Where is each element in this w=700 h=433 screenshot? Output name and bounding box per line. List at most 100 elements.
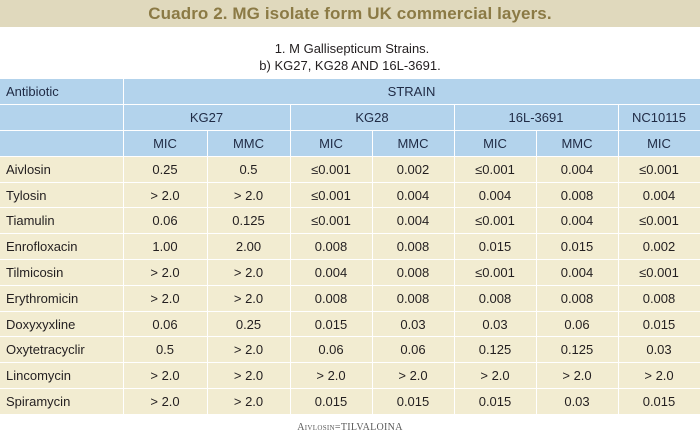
value-cell: 0.015 <box>618 311 700 338</box>
value-cell: 0.008 <box>372 233 455 261</box>
measure-header: MIC <box>618 130 700 157</box>
value-cell: 0.015 <box>454 233 537 261</box>
antibiotic-name: Erythromicin <box>0 285 124 312</box>
value-cell: 0.03 <box>536 388 619 415</box>
measure-header: MIC <box>454 130 537 157</box>
value-cell: 0.015 <box>290 311 373 338</box>
table-subtitle: 1. M Gallisepticum Strains. b) KG27, KG2… <box>0 40 700 74</box>
antibiotic-header: Antibiotic <box>0 79 124 106</box>
value-cell: 0.004 <box>618 182 700 209</box>
antibiotic-name: Spiramycin <box>0 388 124 415</box>
table-row: Tylosin > 2.0 > 2.0 ≤0.001 0.004 0.004 0.008 0.… <box>0 182 700 209</box>
value-cell: 0.004 <box>372 207 455 235</box>
value-cell: 0.008 <box>372 285 455 312</box>
value-cell: 0.015 <box>536 233 619 261</box>
table-row: Spiramycin > 2.0 > 2.0 0.015 0.015 0.015 0.03 0… <box>0 388 700 415</box>
value-cell: 0.125 <box>207 207 291 235</box>
value-cell: 0.008 <box>372 259 455 286</box>
value-cell: 0.06 <box>536 311 619 338</box>
value-cell: > 2.0 <box>123 285 208 312</box>
value-cell: > 2.0 <box>618 362 700 390</box>
header-row-strains: KG27 KG28 16L-3691 NC10115 <box>0 104 700 132</box>
value-cell: > 2.0 <box>123 259 208 286</box>
value-cell: 0.125 <box>536 336 619 364</box>
value-cell: ≤0.001 <box>618 259 700 286</box>
value-cell: ≤0.001 <box>290 156 373 183</box>
antibiotic-name: Doxyxyxline <box>0 311 124 338</box>
antibiotic-name: Tiamulin <box>0 207 124 235</box>
value-cell: > 2.0 <box>207 182 291 209</box>
value-cell: 0.5 <box>123 336 208 364</box>
antibiotic-name: Tylosin <box>0 182 124 209</box>
value-cell: 0.125 <box>454 336 537 364</box>
table-row: Lincomycin > 2.0 > 2.0 > 2.0 > 2.0 > 2.0 > 2.0… <box>0 362 700 390</box>
value-cell: > 2.0 <box>123 362 208 390</box>
value-cell: > 2.0 <box>454 362 537 390</box>
value-cell: ≤0.001 <box>618 207 700 235</box>
antibiotic-name: Enrofloxacin <box>0 233 124 261</box>
value-cell: 0.004 <box>536 156 619 183</box>
value-cell: > 2.0 <box>123 182 208 209</box>
value-cell: ≤0.001 <box>454 156 537 183</box>
table-row: Tilmicosin > 2.0 > 2.0 0.004 0.008 ≤0.001 0.00… <box>0 259 700 286</box>
subtitle-line-2: b) KG27, KG28 AND 16L-3691. <box>259 58 441 73</box>
measure-header: MIC <box>123 130 208 157</box>
header-row-strain: Antibiotic STRAIN <box>0 79 700 106</box>
value-cell: 0.03 <box>618 336 700 364</box>
strain-name-header: KG28 <box>290 104 455 132</box>
measure-header: MMC <box>372 130 455 157</box>
value-cell: 0.002 <box>618 233 700 261</box>
value-cell: ≤0.001 <box>290 182 373 209</box>
value-cell: 0.008 <box>618 285 700 312</box>
value-cell: 0.015 <box>454 388 537 415</box>
value-cell: > 2.0 <box>536 362 619 390</box>
value-cell: 0.06 <box>123 207 208 235</box>
value-cell: 0.002 <box>372 156 455 183</box>
strain-header: STRAIN <box>123 79 700 106</box>
footer-note: Aivlosin=TILVALOINA <box>0 422 700 433</box>
value-cell: 0.004 <box>454 182 537 209</box>
results-table: Antibiotic STRAIN KG27 KG28 16L-3691 NC1… <box>0 79 700 415</box>
strain-name-header: 16L-3691 <box>454 104 619 132</box>
value-cell: 0.25 <box>207 311 291 338</box>
value-cell: 0.06 <box>123 311 208 338</box>
antibiotic-name: Aivlosin <box>0 156 124 183</box>
footer-product: TILVALOINA <box>340 422 403 433</box>
value-cell: 0.5 <box>207 156 291 183</box>
table-row: Erythromicin > 2.0 > 2.0 0.008 0.008 0.008 0.0… <box>0 285 700 312</box>
footer-brand: Aivlosin <box>297 422 335 433</box>
value-cell: > 2.0 <box>207 285 291 312</box>
value-cell: ≤0.001 <box>454 207 537 235</box>
blank-header-cell <box>0 104 124 132</box>
value-cell: 0.004 <box>536 259 619 286</box>
value-cell: 0.008 <box>536 285 619 312</box>
strain-name-header: KG27 <box>123 104 291 132</box>
blank-header-cell <box>0 130 124 157</box>
value-cell: 0.06 <box>372 336 455 364</box>
header-row-measures: MIC MMC MIC MMC MIC MMC MIC <box>0 130 700 157</box>
value-cell: > 2.0 <box>290 362 373 390</box>
measure-header: MMC <box>536 130 619 157</box>
table-row: Doxyxyxline 0.06 0.25 0.015 0.03 0.03 0.06 0.01… <box>0 311 700 338</box>
value-cell: 0.008 <box>290 233 373 261</box>
value-cell: > 2.0 <box>372 362 455 390</box>
antibiotic-name: Tilmicosin <box>0 259 124 286</box>
value-cell: 0.03 <box>454 311 537 338</box>
value-cell: ≤0.001 <box>290 207 373 235</box>
table-row: Enrofloxacin 1.00 2.00 0.008 0.008 0.015 0.015… <box>0 233 700 261</box>
strain-name-header: NC10115 <box>618 104 700 132</box>
value-cell: 0.004 <box>290 259 373 286</box>
measure-header: MMC <box>207 130 291 157</box>
table-row: Oxytetracyclir 0.5 > 2.0 0.06 0.06 0.125 0.125… <box>0 336 700 364</box>
value-cell: > 2.0 <box>123 388 208 415</box>
value-cell: 2.00 <box>207 233 291 261</box>
value-cell: 0.25 <box>123 156 208 183</box>
value-cell: > 2.0 <box>207 259 291 286</box>
value-cell: > 2.0 <box>207 362 291 390</box>
subtitle-line-1: 1. M Gallisepticum Strains. <box>274 41 430 56</box>
value-cell: 0.008 <box>290 285 373 312</box>
value-cell: 1.00 <box>123 233 208 261</box>
table-row: Tiamulin 0.06 0.125 ≤0.001 0.004 ≤0.001 0.004 ≤… <box>0 207 700 235</box>
value-cell: 0.015 <box>290 388 373 415</box>
value-cell: 0.004 <box>536 207 619 235</box>
